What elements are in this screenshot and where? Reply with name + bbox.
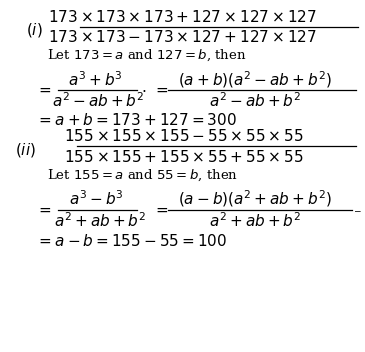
Text: $-$: $-$ bbox=[353, 205, 362, 214]
Text: $173\times173\times173+127\times127\times127$: $173\times173\times173+127\times127\time… bbox=[48, 9, 317, 25]
Text: $(a+b)(a^2-ab+b^2)$: $(a+b)(a^2-ab+b^2)$ bbox=[178, 69, 333, 89]
Text: $155\times155+155\times55+55\times55$: $155\times155+155\times55+55\times55$ bbox=[65, 149, 304, 165]
Text: $(i)$: $(i)$ bbox=[26, 21, 42, 39]
Text: $=$: $=$ bbox=[36, 203, 53, 217]
Text: $155\times155\times155-55\times55\times55$: $155\times155\times155-55\times55\times5… bbox=[65, 128, 304, 144]
Text: Let $155 = a$ and $55 = b$, then: Let $155 = a$ and $55 = b$, then bbox=[47, 167, 238, 183]
Text: $=$: $=$ bbox=[153, 83, 169, 97]
Text: $a^3+b^3$: $a^3+b^3$ bbox=[68, 70, 122, 89]
Text: $a^2-ab+b^2$: $a^2-ab+b^2$ bbox=[53, 91, 145, 110]
Text: $= a-b = 155-55 = 100$: $= a-b = 155-55 = 100$ bbox=[36, 233, 228, 249]
Text: $=$: $=$ bbox=[153, 203, 169, 217]
Text: Let $173 = a$ and $127 = b$, then: Let $173 = a$ and $127 = b$, then bbox=[47, 48, 247, 63]
Text: $a^3-b^3$: $a^3-b^3$ bbox=[69, 189, 124, 208]
Text: $a^2-ab+b^2$: $a^2-ab+b^2$ bbox=[210, 91, 301, 110]
Text: $.$: $.$ bbox=[141, 81, 150, 95]
Text: $(a-b)(a^2+ab+b^2)$: $(a-b)(a^2+ab+b^2)$ bbox=[178, 189, 333, 209]
Text: $173\times173-173\times127+127\times127$: $173\times173-173\times127+127\times127$ bbox=[48, 29, 317, 45]
Text: $(ii)$: $(ii)$ bbox=[15, 140, 36, 159]
Text: $= a+b = 173+127 = 300$: $= a+b = 173+127 = 300$ bbox=[36, 112, 237, 128]
Text: $=$: $=$ bbox=[36, 83, 53, 97]
Text: $a^2+ab+b^2$: $a^2+ab+b^2$ bbox=[54, 211, 146, 230]
Text: $a^2+ab+b^2$: $a^2+ab+b^2$ bbox=[210, 211, 301, 230]
